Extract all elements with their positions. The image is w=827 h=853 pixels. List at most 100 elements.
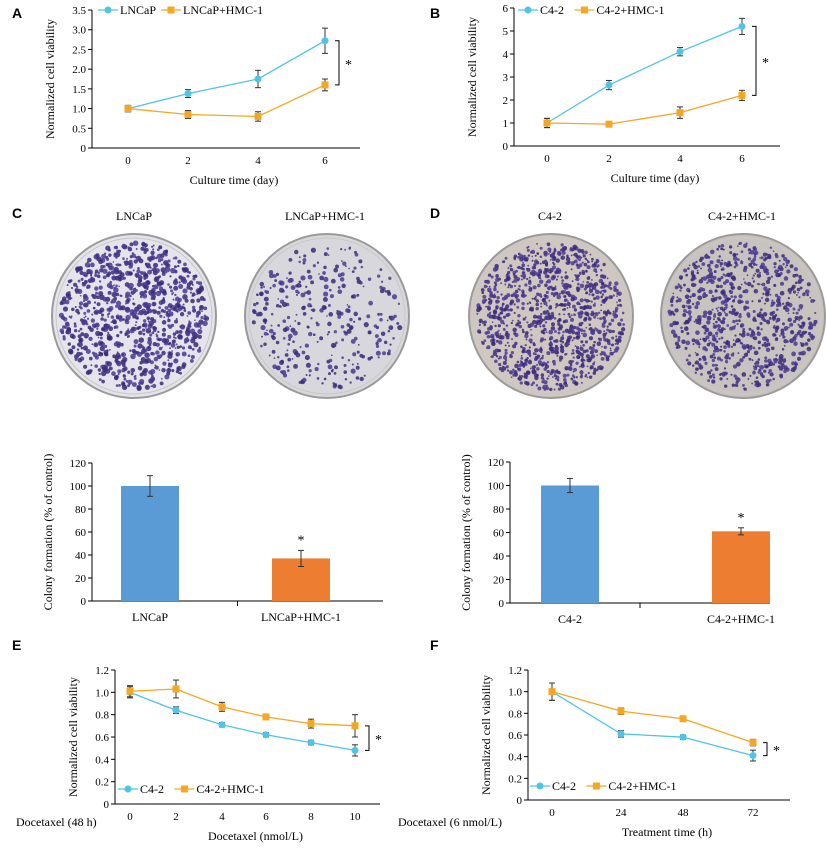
- colony: [717, 323, 720, 326]
- colony: [544, 315, 550, 320]
- colony: [533, 368, 536, 371]
- colony: [738, 319, 741, 323]
- colony: [525, 370, 530, 375]
- bar: [541, 485, 599, 603]
- colony: [762, 336, 767, 341]
- colony: [751, 359, 754, 362]
- data-point: [543, 119, 551, 127]
- colony: [362, 285, 365, 288]
- colony: [712, 300, 715, 302]
- colony: [528, 276, 531, 279]
- colony: [356, 279, 362, 285]
- colony: [156, 276, 160, 280]
- colony: [587, 317, 592, 321]
- colony: [114, 355, 120, 361]
- colony: [337, 289, 343, 294]
- colony: [272, 283, 276, 288]
- colony: [760, 256, 764, 260]
- colony: [128, 259, 133, 264]
- colony: [796, 287, 801, 292]
- panel-letter-d: D: [430, 205, 440, 221]
- colony: [576, 282, 580, 286]
- colony: [574, 345, 577, 348]
- colony: [117, 369, 122, 374]
- colony: [95, 291, 99, 295]
- colony: [492, 310, 498, 315]
- colony: [182, 303, 185, 306]
- colony: [302, 377, 307, 383]
- colony: [732, 311, 735, 314]
- colony: [307, 274, 313, 280]
- colony: [195, 311, 201, 316]
- colony: [341, 283, 346, 289]
- colony: [526, 248, 530, 252]
- colony: [67, 324, 70, 327]
- colony: [588, 275, 591, 278]
- colony: [709, 261, 712, 264]
- colony: [305, 362, 311, 368]
- colony: [615, 335, 618, 338]
- colony: [511, 280, 514, 284]
- colony: [274, 279, 278, 282]
- colony: [295, 313, 298, 316]
- colony: [115, 341, 119, 345]
- colony: [539, 246, 543, 250]
- colony: [748, 263, 753, 267]
- colony: [203, 306, 208, 311]
- colony: [689, 295, 692, 299]
- colony: [152, 248, 155, 251]
- colony: [602, 332, 607, 337]
- colony: [133, 344, 137, 348]
- colony: [366, 314, 371, 319]
- colony: [570, 317, 574, 322]
- colony: [251, 320, 256, 325]
- colony: [720, 268, 723, 271]
- colony: [483, 323, 487, 327]
- data-point: [184, 90, 192, 98]
- colony: [546, 351, 551, 356]
- colony: [333, 267, 339, 273]
- colony: [303, 254, 307, 258]
- colony: [530, 328, 532, 331]
- colony: [337, 286, 341, 289]
- colony: [775, 330, 778, 333]
- colony: [687, 310, 692, 315]
- colony: [187, 311, 192, 315]
- colony: [335, 264, 339, 269]
- colony: [146, 302, 152, 308]
- colony: [520, 354, 523, 357]
- colony: [116, 263, 120, 267]
- colony: [478, 318, 483, 323]
- colony: [323, 265, 327, 270]
- colony: [588, 323, 592, 327]
- colony: [268, 269, 274, 275]
- colony-dish: [468, 233, 634, 399]
- colony: [316, 377, 320, 380]
- colony: [71, 307, 75, 312]
- colony: [691, 293, 696, 298]
- colony: [575, 326, 580, 330]
- colony: [707, 379, 711, 383]
- colony: [120, 352, 127, 358]
- colony: [144, 246, 147, 249]
- colony: [140, 308, 147, 314]
- colony: [709, 341, 712, 345]
- colony: [153, 284, 159, 290]
- colony: [535, 307, 539, 311]
- colony: [344, 248, 347, 251]
- colony: [582, 254, 586, 258]
- colony: [549, 258, 552, 261]
- colony: [726, 297, 730, 301]
- y-tick-label: 0: [81, 596, 87, 608]
- colony: [591, 260, 594, 263]
- colony: [620, 304, 623, 308]
- colony: [89, 327, 94, 333]
- colony: [732, 352, 735, 355]
- colony: [336, 310, 342, 316]
- colony: [715, 340, 719, 344]
- colony: [86, 286, 89, 289]
- colony: [580, 374, 583, 378]
- colony: [167, 259, 171, 263]
- colony: [183, 262, 187, 267]
- colony: [171, 293, 174, 296]
